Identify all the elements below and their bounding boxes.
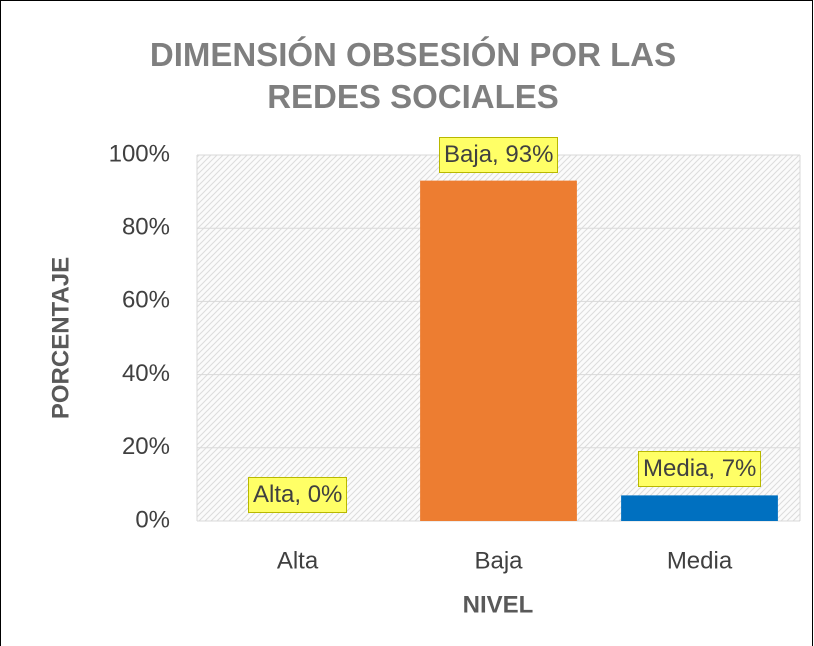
data-label: Alta, 0% [248, 477, 348, 513]
bar [621, 495, 778, 521]
bar [420, 180, 577, 521]
y-tick-label: 20% [122, 433, 170, 460]
x-tick-label: Media [667, 547, 733, 574]
data-label: Baja, 93% [439, 136, 559, 173]
y-axis-title: PORCENTAJE [47, 257, 74, 419]
x-axis-title: NIVEL [463, 591, 534, 618]
x-tick-label: Baja [474, 547, 523, 574]
chart-title: DIMENSIÓN OBSESIÓN POR LAS REDES SOCIALE… [149, 36, 677, 115]
y-tick-label: 80% [122, 214, 170, 241]
y-tick-label: 40% [122, 360, 170, 387]
y-tick-label: 0% [135, 506, 170, 533]
y-tick-label: 100% [109, 140, 170, 167]
y-tick-label: 60% [122, 287, 170, 314]
data-label: Media, 7% [638, 451, 762, 488]
x-tick-label: Alta [277, 547, 319, 574]
